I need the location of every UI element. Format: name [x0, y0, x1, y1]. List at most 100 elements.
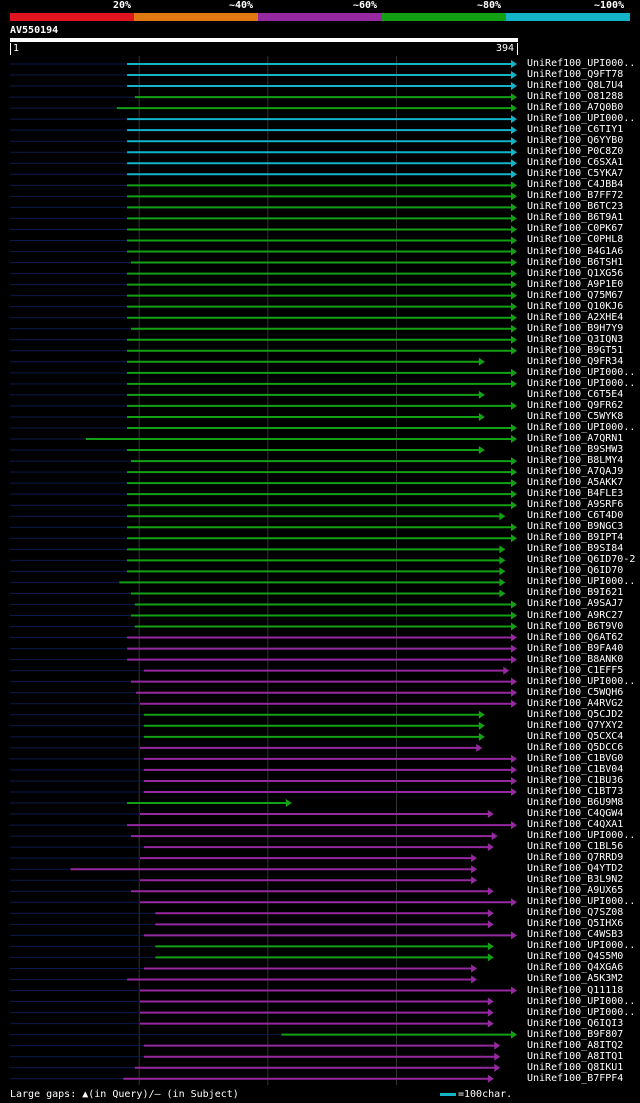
- hit-label[interactable]: UniRef100_Q7RRD9: [527, 852, 624, 864]
- hit-label[interactable]: UniRef100_B9GT51: [527, 344, 624, 356]
- hit-label[interactable]: UniRef100_B3L9N2: [527, 874, 624, 886]
- hit-label[interactable]: UniRef100_UPI000..: [527, 675, 636, 687]
- hit-label[interactable]: UniRef100_P0C8Z0: [527, 146, 624, 158]
- hit-label[interactable]: UniRef100_A7QAJ9: [527, 466, 624, 478]
- hit-label[interactable]: UniRef100_B6T9V0: [527, 620, 624, 632]
- hit-label[interactable]: UniRef100_Q6IQI3: [527, 1017, 624, 1029]
- hit-label[interactable]: UniRef100_C6T4D0: [527, 510, 624, 522]
- hit-label[interactable]: UniRef100_C1BL56: [527, 841, 624, 853]
- hit-label[interactable]: UniRef100_C6T5E4: [527, 388, 624, 400]
- hit-label[interactable]: UniRef100_Q9FT78: [527, 69, 624, 81]
- hit-label[interactable]: UniRef100_C0PK67: [527, 223, 624, 235]
- hit-label[interactable]: UniRef100_Q4YTD2: [527, 863, 624, 875]
- hit-label[interactable]: UniRef100_Q10KJ6: [527, 300, 624, 312]
- hit-label[interactable]: UniRef100_UPI000..: [527, 421, 636, 433]
- legend-label-20: 20%: [113, 0, 132, 11]
- hit-label[interactable]: UniRef100_UPI000..: [527, 366, 636, 378]
- hit-label[interactable]: UniRef100_Q9FR62: [527, 399, 624, 411]
- hit-label[interactable]: UniRef100_Q6YYB0: [527, 135, 624, 147]
- hit-label[interactable]: UniRef100_B9F807: [527, 1028, 624, 1040]
- hit-label[interactable]: UniRef100_B6TC23: [527, 201, 624, 213]
- hit-label[interactable]: UniRef100_C1BVG0: [527, 752, 624, 764]
- hit-label[interactable]: UniRef100_Q8IKU1: [527, 1061, 624, 1073]
- hit-label[interactable]: UniRef100_Q4S5M0: [527, 951, 624, 963]
- hit-label[interactable]: UniRef100_C1BV04: [527, 763, 624, 775]
- hit-label[interactable]: UniRef100_Q5IHX6: [527, 918, 624, 930]
- hit-label[interactable]: UniRef100_B7FF72: [527, 190, 624, 202]
- hit-label[interactable]: UniRef100_C0PHL8: [527, 234, 624, 246]
- hit-label[interactable]: UniRef100_C5WQH6: [527, 686, 624, 698]
- hit-label[interactable]: UniRef100_C6TIY1: [527, 124, 624, 136]
- hit-label[interactable]: UniRef100_Q5CJD2: [527, 708, 624, 720]
- hit-label[interactable]: UniRef100_B6T9A1: [527, 212, 624, 224]
- hit-label[interactable]: UniRef100_A9SRF6: [527, 499, 624, 511]
- hit-label[interactable]: UniRef100_A7Q0B0: [527, 102, 624, 114]
- hit-label[interactable]: UniRef100_C6SXA1: [527, 157, 624, 169]
- hit-label[interactable]: UniRef100_Q6AT62: [527, 631, 624, 643]
- hit-label[interactable]: UniRef100_Q5DCC6: [527, 741, 624, 753]
- hit-arrow: [511, 677, 517, 686]
- hit-label[interactable]: UniRef100_C1BU36: [527, 774, 624, 786]
- hit-label[interactable]: UniRef100_C1EFF5: [527, 664, 624, 676]
- hit-label[interactable]: UniRef100_A5AKK7: [527, 477, 624, 489]
- hit-label[interactable]: UniRef100_A9SAJ7: [527, 598, 624, 610]
- hit-label[interactable]: UniRef100_B9SI84: [527, 543, 624, 555]
- hit-label[interactable]: UniRef100_Q8L7U4: [527, 80, 624, 92]
- hit-label[interactable]: UniRef100_Q5CXC4: [527, 730, 624, 742]
- hit-label[interactable]: UniRef100_C4QGW4: [527, 808, 624, 820]
- hit-label[interactable]: UniRef100_A9P1E0: [527, 278, 624, 290]
- hit-label[interactable]: UniRef100_A5K3M2: [527, 973, 624, 985]
- hit-label[interactable]: UniRef100_C5YKA7: [527, 168, 624, 180]
- hit-label[interactable]: UniRef100_A9UX65: [527, 885, 624, 897]
- hit-label[interactable]: UniRef100_Q3IQN3: [527, 333, 624, 345]
- hit-label[interactable]: UniRef100_B6TSH1: [527, 256, 624, 268]
- hit-label[interactable]: UniRef100_UPI000..: [527, 113, 636, 125]
- hit-label[interactable]: UniRef100_B4G1A6: [527, 245, 624, 257]
- hit-label[interactable]: UniRef100_C4JBB4: [527, 179, 624, 191]
- hit-label[interactable]: UniRef100_B9NGC3: [527, 521, 624, 533]
- hit-label[interactable]: UniRef100_C1BT73: [527, 785, 624, 797]
- hit-label[interactable]: UniRef100_UPI000..: [527, 58, 636, 69]
- hit-label[interactable]: UniRef100_C4QXA1: [527, 819, 624, 831]
- hit-label[interactable]: UniRef100_C5WYK8: [527, 410, 624, 422]
- hit-label[interactable]: UniRef100_A4RVG2: [527, 697, 624, 709]
- hit-label[interactable]: UniRef100_UPI000..: [527, 995, 636, 1007]
- hit-label[interactable]: UniRef100_B8LMY4: [527, 455, 624, 467]
- hit-label[interactable]: UniRef100_UPI000..: [527, 377, 636, 389]
- hit-arrow: [471, 964, 478, 973]
- hit-label[interactable]: UniRef100_UPI000..: [527, 576, 636, 588]
- hit-label[interactable]: UniRef100_A8ITQ1: [527, 1050, 624, 1062]
- hit-label[interactable]: UniRef100_B9FA40: [527, 642, 624, 654]
- hit-label[interactable]: UniRef100_C4WSB3: [527, 929, 624, 941]
- hit-label[interactable]: UniRef100_B4FLE3: [527, 488, 624, 500]
- hit-label[interactable]: UniRef100_Q9FR34: [527, 355, 624, 367]
- hit-label[interactable]: UniRef100_Q7SZ08: [527, 907, 624, 919]
- hit-label[interactable]: UniRef100_B9SHW3: [527, 444, 624, 456]
- hit-label[interactable]: UniRef100_Q6ID70-2: [527, 554, 636, 566]
- hit-label[interactable]: UniRef100_Q4XGA6: [527, 962, 624, 974]
- hit-label[interactable]: UniRef100_B9IPT4: [527, 532, 624, 544]
- hit-arrow: [511, 126, 517, 135]
- hit-arrow: [487, 942, 494, 951]
- hit-label[interactable]: UniRef100_A7QRN1: [527, 433, 624, 445]
- hit-label[interactable]: UniRef100_Q7YXY2: [527, 719, 624, 731]
- hit-label[interactable]: UniRef100_UPI000..: [527, 940, 636, 952]
- hit-label[interactable]: UniRef100_B7FPF4: [527, 1072, 624, 1084]
- hit-label[interactable]: UniRef100_B8ANK0: [527, 653, 624, 665]
- hit-label[interactable]: UniRef100_A8ITQ2: [527, 1039, 624, 1051]
- hit-label[interactable]: UniRef100_UPI000..: [527, 1006, 636, 1018]
- hit-label[interactable]: UniRef100_UPI000..: [527, 830, 636, 842]
- hit-label[interactable]: UniRef100_B9H7Y9: [527, 322, 624, 334]
- hit-label[interactable]: UniRef100_Q11118: [527, 984, 624, 996]
- hit-arrow: [511, 313, 517, 322]
- legend-swatch-100: [506, 13, 630, 21]
- hit-label[interactable]: UniRef100_Q75M67: [527, 289, 624, 301]
- hit-label[interactable]: UniRef100_Q1XG56: [527, 267, 624, 279]
- hit-label[interactable]: UniRef100_A9RC27: [527, 609, 624, 621]
- hit-label[interactable]: UniRef100_B9I621: [527, 587, 624, 599]
- hit-label[interactable]: UniRef100_UPI000..: [527, 896, 636, 908]
- hit-label[interactable]: UniRef100_A2XHE4: [527, 311, 624, 323]
- hit-label[interactable]: UniRef100_Q6ID70: [527, 565, 624, 577]
- hit-label[interactable]: UniRef100_B6U9M8: [527, 797, 624, 808]
- hit-label[interactable]: UniRef100_O81288: [527, 91, 624, 103]
